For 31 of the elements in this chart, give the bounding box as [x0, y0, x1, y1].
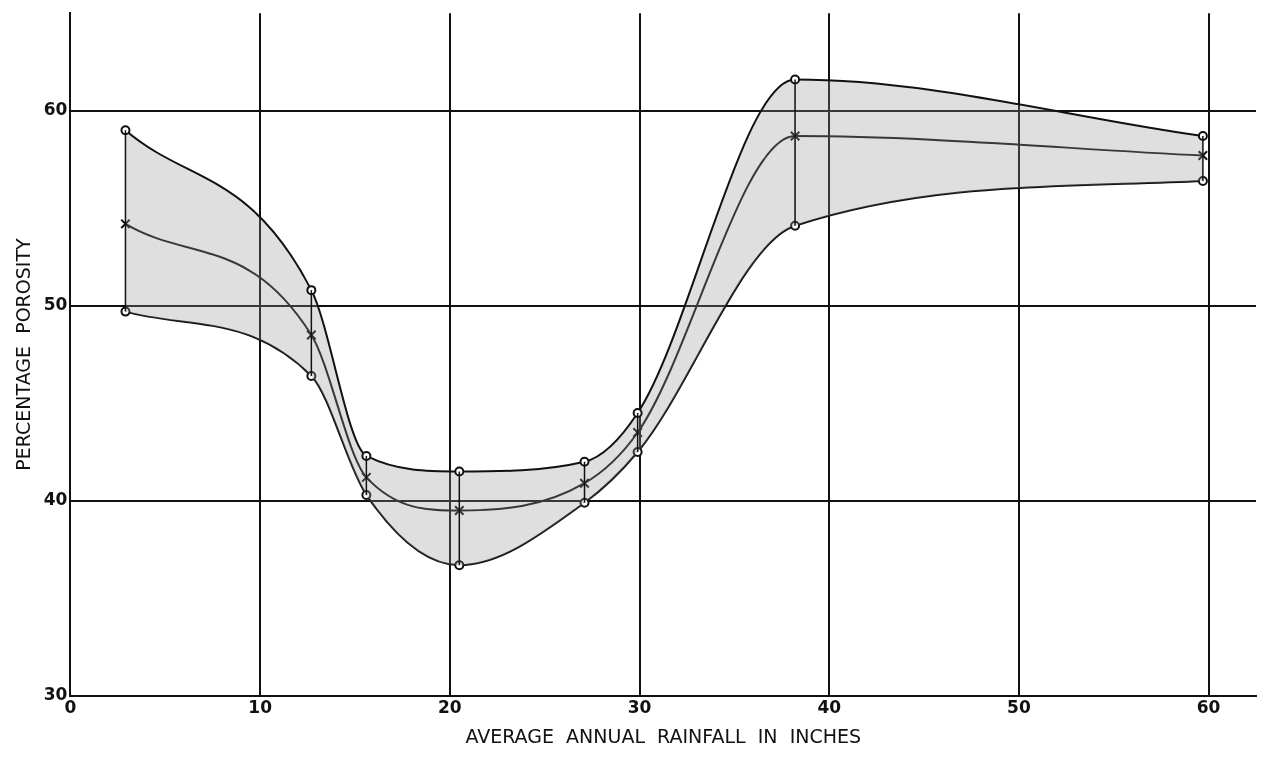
point — [579, 497, 590, 508]
point — [120, 125, 131, 136]
y-tick-label: 40 — [43, 489, 68, 510]
point — [306, 329, 317, 341]
point — [454, 560, 465, 571]
point — [632, 447, 643, 458]
point — [1197, 150, 1209, 161]
x-tick-label: 10 — [248, 697, 273, 718]
x-tick-label: 30 — [627, 697, 652, 718]
point — [306, 285, 317, 296]
x-axis-title: AVERAGE ANNUAL RAINFALL IN INCHES — [465, 724, 862, 747]
x-tick-label: 50 — [1007, 697, 1031, 718]
point — [632, 408, 643, 419]
point — [454, 505, 465, 516]
point — [632, 427, 643, 438]
point — [120, 218, 131, 230]
point — [361, 472, 372, 483]
point — [361, 450, 372, 461]
x-tick-label: 20 — [437, 697, 462, 718]
point — [120, 306, 131, 317]
point — [361, 489, 372, 500]
point — [579, 456, 590, 467]
x-tick-label: 60 — [1196, 697, 1221, 718]
x-tick-label: 40 — [817, 697, 842, 718]
point — [306, 370, 317, 381]
point — [454, 466, 465, 477]
point — [579, 477, 590, 489]
point — [789, 130, 801, 142]
y-tick-label: 60 — [43, 99, 68, 120]
y-axis-title: PERCENTAGE POROSITY — [12, 237, 35, 471]
y-tick-label: 50 — [43, 294, 68, 315]
